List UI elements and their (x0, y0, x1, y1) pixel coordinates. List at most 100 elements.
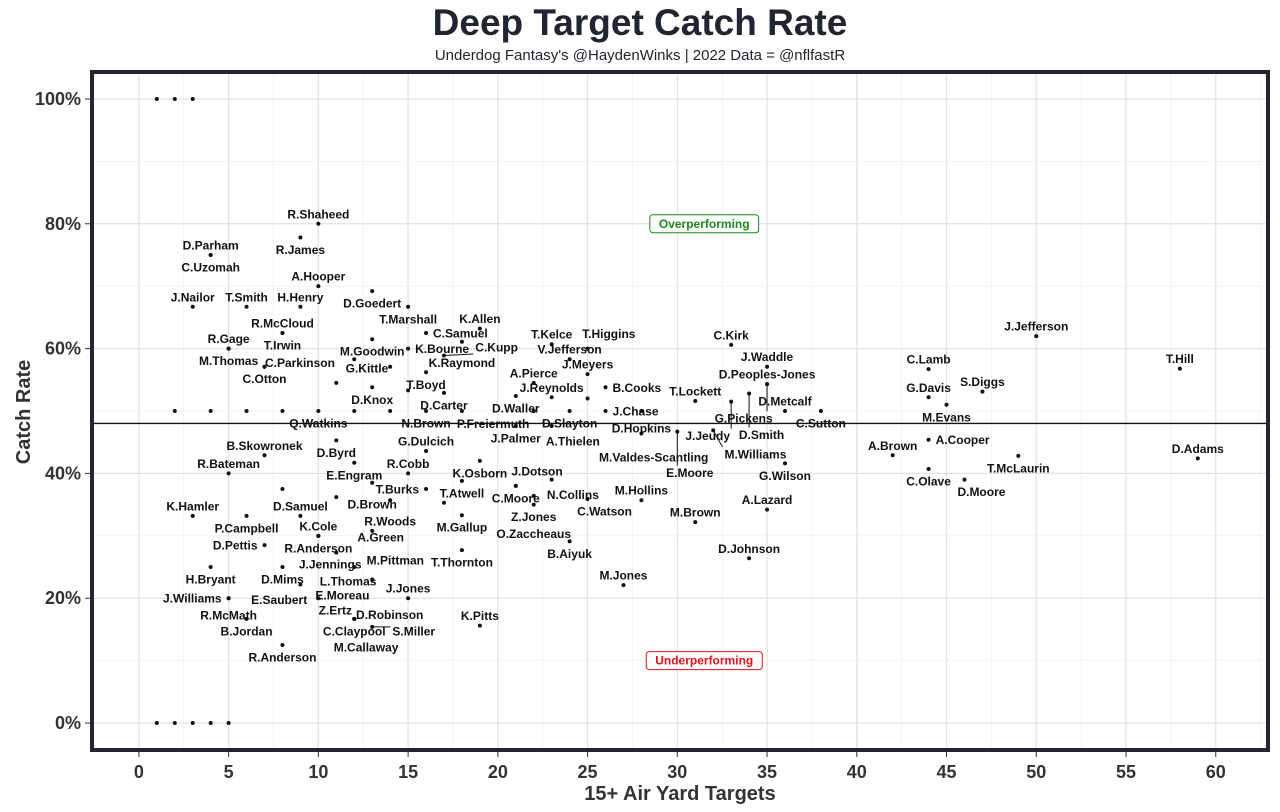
point-label: B.Aiyuk (547, 547, 592, 561)
data-point (406, 346, 411, 351)
data-point (154, 96, 159, 101)
point-label: Z.Ertz (319, 604, 352, 618)
point-label: D.Moore (957, 485, 1005, 499)
x-tick-label: 30 (667, 762, 687, 782)
data-point (441, 500, 446, 505)
data-point (388, 364, 393, 369)
point-label: T.Boyd (406, 378, 445, 392)
point-label: D.Slayton (542, 417, 597, 431)
data-point (334, 495, 339, 500)
data-point (549, 395, 554, 400)
data-point (962, 477, 967, 482)
point-label: R.Woods (364, 515, 416, 529)
data-point (424, 370, 429, 375)
data-point (513, 483, 518, 488)
point-label: B.Skowronek (226, 439, 302, 453)
point-label: J.Dotson (511, 465, 562, 479)
point-label: M.Jones (599, 569, 647, 583)
point-label: H.Bryant (186, 573, 236, 587)
data-point (298, 235, 303, 240)
x-tick-label: 55 (1116, 762, 1136, 782)
point-label: T.Lockett (669, 385, 721, 399)
data-point (639, 431, 644, 436)
data-point (513, 423, 518, 428)
point-label: R.McMath (200, 609, 257, 623)
data-point (424, 448, 429, 453)
x-tick-label: 15 (398, 762, 418, 782)
point-label: D.Brown (348, 497, 397, 511)
point-label: C.Lamb (907, 353, 951, 367)
data-point (226, 596, 231, 601)
annotation-label: Overperforming (659, 217, 750, 231)
data-point (370, 624, 375, 629)
point-label: D.Parham (183, 238, 239, 252)
point-label: J.Jeudy (685, 429, 730, 443)
point-label: M.Callaway (334, 641, 399, 655)
point-label: M.Gallup (437, 521, 488, 535)
data-point (567, 539, 572, 544)
point-label: K.Pitts (461, 609, 499, 623)
point-label: R.Anderson (284, 541, 352, 555)
data-point (729, 342, 734, 347)
data-point (459, 548, 464, 553)
data-point (280, 643, 285, 648)
point-label: B.Cooks (613, 381, 662, 395)
y-tick-label: 60% (45, 339, 81, 359)
point-label: V.Jefferson (537, 343, 601, 357)
point-label: K.Raymond (429, 356, 496, 370)
data-point (190, 513, 195, 518)
data-point (424, 487, 429, 492)
data-point (747, 391, 752, 396)
x-tick-label: 45 (937, 762, 957, 782)
point-labels: R.Shaheed R.James D.Parham C.Uzomah J.Nailor… (163, 207, 1224, 664)
data-point (190, 304, 195, 309)
point-label: D.Robinson (356, 608, 423, 622)
gridlines (94, 74, 1266, 748)
data-point (262, 364, 267, 369)
data-point (298, 582, 303, 587)
data-point (477, 623, 482, 628)
data-point (352, 565, 357, 570)
label-leader-line (712, 430, 723, 448)
point-label: R.Gage (208, 332, 250, 346)
data-point (1034, 334, 1039, 339)
point-label: C.Claypool (323, 624, 386, 638)
data-point (316, 221, 321, 226)
data-point (352, 460, 357, 465)
data-point (190, 96, 195, 101)
data-point (208, 565, 213, 570)
data-point (441, 353, 446, 358)
point-label: P.Freiermuth (457, 417, 529, 431)
data-point (154, 721, 159, 726)
data-point (585, 372, 590, 377)
data-point (675, 429, 680, 434)
point-label: S.Diggs (960, 375, 1005, 389)
data-point (603, 385, 608, 390)
point-label: K.Bourne (415, 342, 469, 356)
y-tick-label: 100% (35, 89, 81, 109)
point-label: C.Sutton (796, 417, 846, 431)
point-label: M.Thomas (199, 354, 259, 368)
label-leader-line (443, 353, 474, 356)
data-point (226, 721, 231, 726)
data-point (711, 428, 716, 433)
point-label: D.Smith (739, 428, 784, 442)
data-point (693, 399, 698, 404)
data-point (549, 342, 554, 347)
point-label: D.Peoples-Jones (719, 368, 816, 382)
x-axis-title: 15+ Air Yard Targets (584, 783, 775, 805)
data-point (316, 284, 321, 289)
point-label: J.Waddle (741, 350, 794, 364)
data-point (226, 346, 231, 351)
data-point (172, 96, 177, 101)
axis-ticks: 0 5 10 15 20 25 30 35 40 45 50 55 60 0% 20% 40% 60% 80% 10… (35, 89, 1226, 782)
point-label: T.Atwell (440, 486, 485, 500)
data-point (980, 389, 985, 394)
chart-subtitle: Underdog Fantasy's @HaydenWinks | 2022 D… (435, 47, 845, 64)
point-label: A.Brown (868, 439, 917, 453)
y-tick-label: 0% (55, 713, 81, 733)
data-point (926, 467, 931, 472)
point-label: J.Palmer (491, 431, 541, 445)
data-point (334, 438, 339, 443)
point-label: L.Thomas (320, 574, 377, 588)
